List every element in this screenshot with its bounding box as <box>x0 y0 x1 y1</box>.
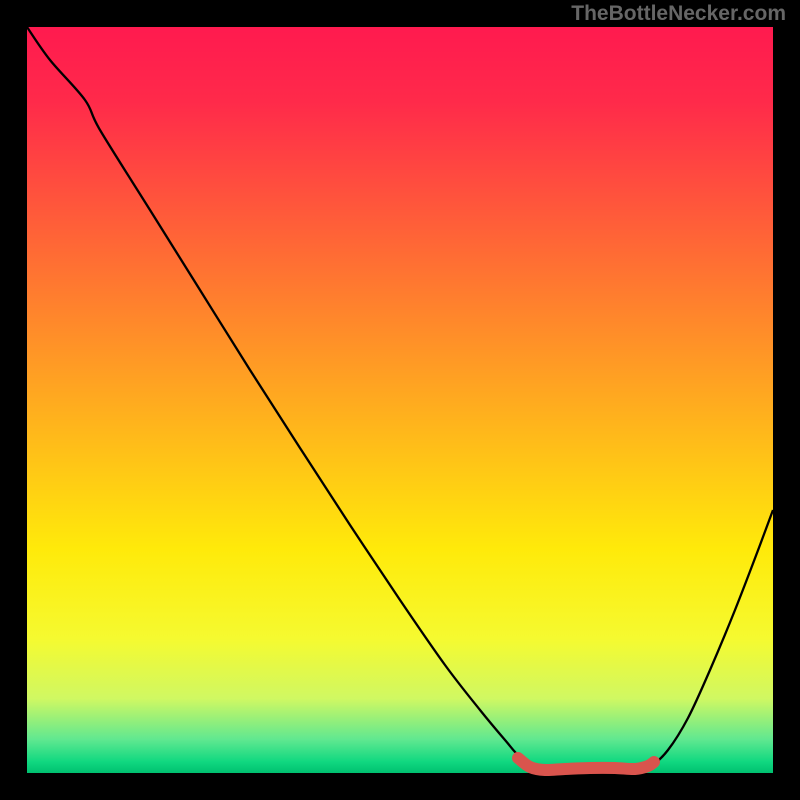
chart-container: TheBottleNecker.com <box>0 0 800 800</box>
watermark-text: TheBottleNecker.com <box>571 2 786 26</box>
plot-background-gradient <box>27 27 773 773</box>
bottleneck-curve-chart <box>0 0 800 800</box>
